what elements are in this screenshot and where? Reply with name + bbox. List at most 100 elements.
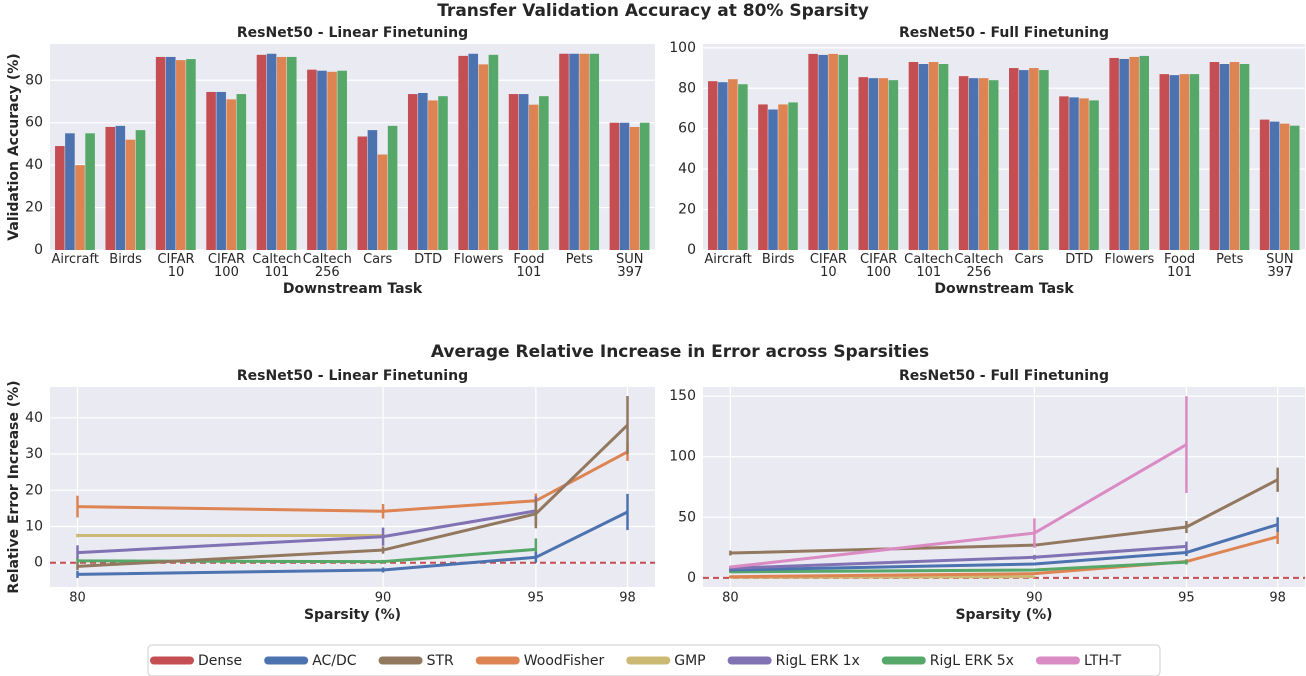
- x-tick-label: CIFAR 10: [157, 252, 194, 280]
- x-tick-label: Cars: [1014, 252, 1043, 267]
- bar: [115, 125, 126, 250]
- bar: [1169, 75, 1180, 251]
- bar: [125, 139, 136, 250]
- x-tick-label: DTD: [1065, 252, 1093, 267]
- bar: [317, 70, 327, 250]
- bar: [1009, 68, 1019, 250]
- bar: [1209, 61, 1220, 250]
- bar: [808, 53, 818, 250]
- bar: [828, 53, 838, 250]
- bar: [978, 78, 989, 250]
- bar: [186, 59, 196, 250]
- bar: [1259, 119, 1270, 251]
- x-tick-label: Aircraft: [51, 252, 98, 267]
- bar: [528, 104, 539, 250]
- figure-title: Average Relative Increase in Error acros…: [431, 342, 929, 362]
- bar: [938, 64, 949, 251]
- bar: [1289, 125, 1300, 250]
- bar: [65, 133, 75, 250]
- bar: [75, 165, 85, 250]
- x-tick-label: Food 101: [513, 252, 544, 280]
- x-tick-label: Birds: [109, 252, 142, 267]
- x-tick-label: SUN 397: [616, 252, 644, 280]
- x-tick-label: Flowers: [454, 252, 504, 267]
- x-tick-label: Cars: [363, 252, 392, 267]
- bar: [539, 96, 549, 250]
- bar: [958, 76, 969, 250]
- bar: [569, 53, 579, 251]
- bar: [1139, 55, 1149, 250]
- y-tick-label: 60: [678, 121, 696, 137]
- y-tick-label: 0: [34, 555, 43, 571]
- y-axis-label: Relative Error Increase (%): [6, 380, 22, 593]
- x-tick-label: Pets: [1216, 252, 1243, 267]
- bar: [236, 94, 247, 251]
- bar: [838, 54, 848, 251]
- bar: [428, 100, 438, 250]
- bar: [1039, 70, 1049, 250]
- bar: [226, 99, 237, 250]
- x-axis-label: Sparsity (%): [304, 607, 401, 623]
- bar: [337, 70, 347, 250]
- bar: [908, 61, 919, 250]
- x-tick-label: 95: [1178, 591, 1195, 606]
- y-tick-label: 60: [25, 115, 43, 131]
- x-tick-label: SUN 397: [1266, 252, 1294, 280]
- x-tick-label: Food 101: [1164, 252, 1195, 280]
- bar: [276, 56, 287, 250]
- bar: [488, 54, 499, 250]
- bar: [968, 78, 979, 250]
- bar: [928, 61, 939, 250]
- y-tick-label: 20: [25, 482, 43, 498]
- bar: [468, 53, 479, 251]
- bar: [105, 126, 116, 250]
- bar: [1229, 61, 1240, 250]
- bar: [768, 109, 778, 250]
- bar: [888, 80, 899, 250]
- series-line: [730, 535, 1279, 579]
- bar: [1179, 74, 1190, 250]
- bar: [788, 102, 798, 250]
- x-axis-label: Sparsity (%): [955, 607, 1052, 623]
- x-tick-label: CIFAR 10: [810, 252, 847, 280]
- subplot-title: ResNet50 - Full Finetuning: [899, 368, 1109, 384]
- bar: [1089, 100, 1099, 250]
- bar: [438, 96, 448, 250]
- bar: [878, 78, 889, 250]
- bar: [718, 82, 728, 251]
- bar: [377, 154, 388, 250]
- bar: [778, 104, 788, 251]
- x-tick-label: Caltech 256: [954, 252, 1003, 280]
- bar: [418, 93, 428, 251]
- y-tick-label: 0: [687, 242, 696, 258]
- series-line: [77, 423, 629, 568]
- x-axis-label: Downstream Task: [934, 281, 1074, 297]
- bar: [1059, 96, 1069, 250]
- x-tick-label: 98: [619, 591, 636, 606]
- y-tick-label: 50: [678, 509, 696, 525]
- y-axis-label: Validation Accuracy (%): [6, 53, 22, 240]
- bar: [518, 94, 529, 251]
- x-tick-label: Caltech 101: [904, 252, 953, 280]
- series-line: [730, 523, 1279, 572]
- x-tick-label: 80: [722, 591, 739, 606]
- bar: [286, 56, 297, 250]
- x-axis-label: Downstream Task: [283, 281, 423, 297]
- bar: [1159, 74, 1170, 250]
- bar: [708, 81, 718, 250]
- x-tick-label: DTD: [414, 252, 442, 267]
- bar: [858, 77, 869, 250]
- legend-label: GMP: [674, 653, 705, 669]
- x-tick-label: 98: [1269, 591, 1286, 606]
- bar: [327, 71, 337, 251]
- y-tick-label: 40: [25, 410, 43, 426]
- bar: [1079, 98, 1089, 250]
- y-tick-label: 0: [687, 570, 696, 586]
- legend-label: Dense: [198, 653, 242, 669]
- x-tick-label: Aircraft: [704, 252, 751, 267]
- y-tick-label: 30: [25, 446, 43, 462]
- bar: [1269, 121, 1280, 250]
- bar: [579, 53, 589, 251]
- bar: [458, 55, 468, 250]
